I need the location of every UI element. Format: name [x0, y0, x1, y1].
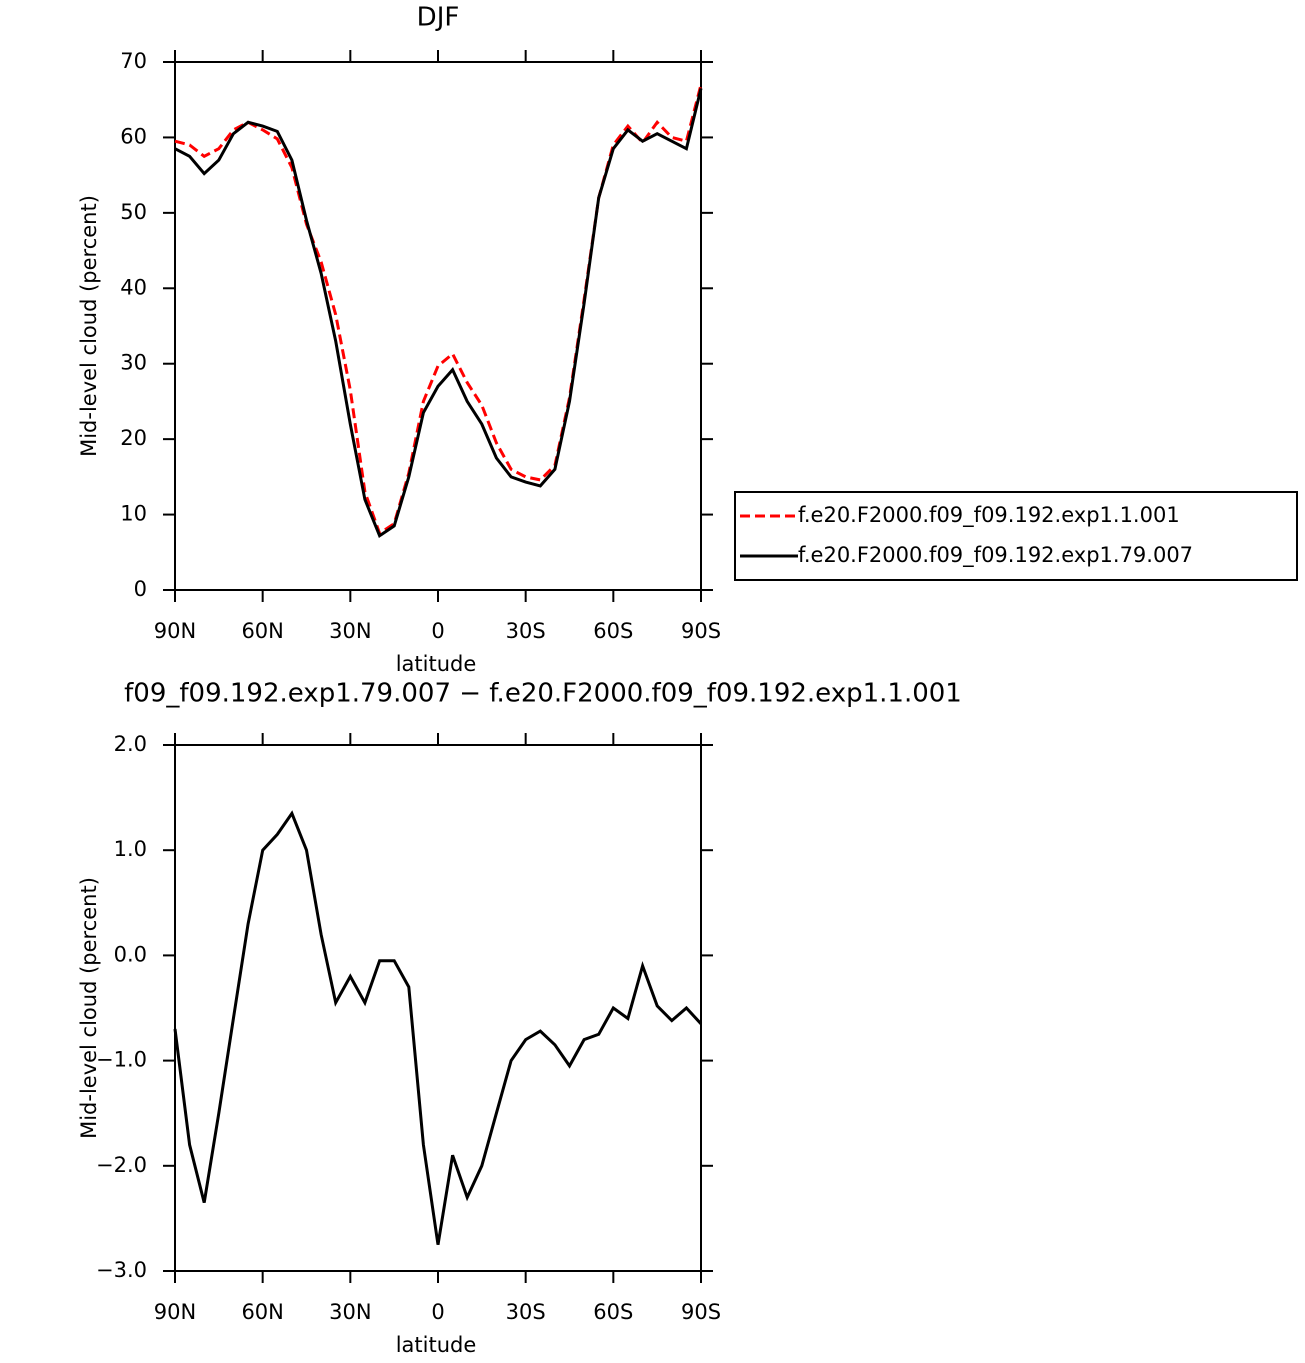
y-tick-label: −1.0: [96, 1048, 147, 1072]
x-tick-label: 60S: [593, 619, 633, 643]
x-tick-label: 90N: [154, 1300, 196, 1324]
x-tick-label: 60S: [593, 1300, 633, 1324]
y-axis-label: Mid-level cloud (percent): [77, 877, 101, 1139]
y-axis-label: Mid-level cloud (percent): [77, 195, 101, 457]
y-tick-label: 50: [120, 200, 147, 224]
x-tick-label: 30S: [506, 619, 546, 643]
legend-box: [734, 491, 1298, 581]
legend-label: f.e20.F2000.f09_f09.192.exp1.1.001: [798, 503, 1180, 528]
data-line: [173, 810, 703, 1245]
chart-title: f09_f09.192.exp1.79.007 − f.e20.F2000.f0…: [124, 679, 962, 709]
x-tick-label: 30N: [329, 619, 371, 643]
x-axis-label: latitude: [396, 1333, 477, 1357]
chart-title: DJF: [417, 3, 460, 33]
x-tick-label: 0: [431, 1300, 444, 1324]
y-tick-label: 20: [120, 426, 147, 450]
x-tick-label: 60N: [241, 619, 283, 643]
y-tick-label: 1.0: [114, 837, 147, 861]
y-tick-label: −3.0: [96, 1258, 147, 1282]
y-tick-label: 30: [120, 351, 147, 375]
y-tick-label: 60: [120, 124, 147, 148]
y-tick-label: 40: [120, 275, 147, 299]
data-line: [174, 88, 703, 538]
x-axis-label: latitude: [396, 652, 477, 676]
x-tick-label: 90S: [681, 619, 721, 643]
y-tick-label: 0: [134, 577, 147, 601]
x-tick-label: 30S: [506, 1300, 546, 1324]
x-tick-label: 90S: [681, 1300, 721, 1324]
y-tick-label: 10: [120, 502, 147, 526]
x-tick-label: 0: [431, 619, 444, 643]
x-tick-label: 60N: [241, 1300, 283, 1324]
data-line: [174, 84, 703, 536]
y-tick-label: 0.0: [114, 942, 147, 966]
y-tick-label: −2.0: [96, 1153, 147, 1177]
legend-label: f.e20.F2000.f09_f09.192.exp1.79.007: [798, 543, 1193, 568]
x-tick-label: 90N: [154, 619, 196, 643]
plot-frame: [174, 61, 702, 591]
plot-frame: [174, 744, 702, 1272]
x-tick-label: 30N: [329, 1300, 371, 1324]
y-tick-label: 70: [120, 49, 147, 73]
y-tick-label: 2.0: [114, 732, 147, 756]
